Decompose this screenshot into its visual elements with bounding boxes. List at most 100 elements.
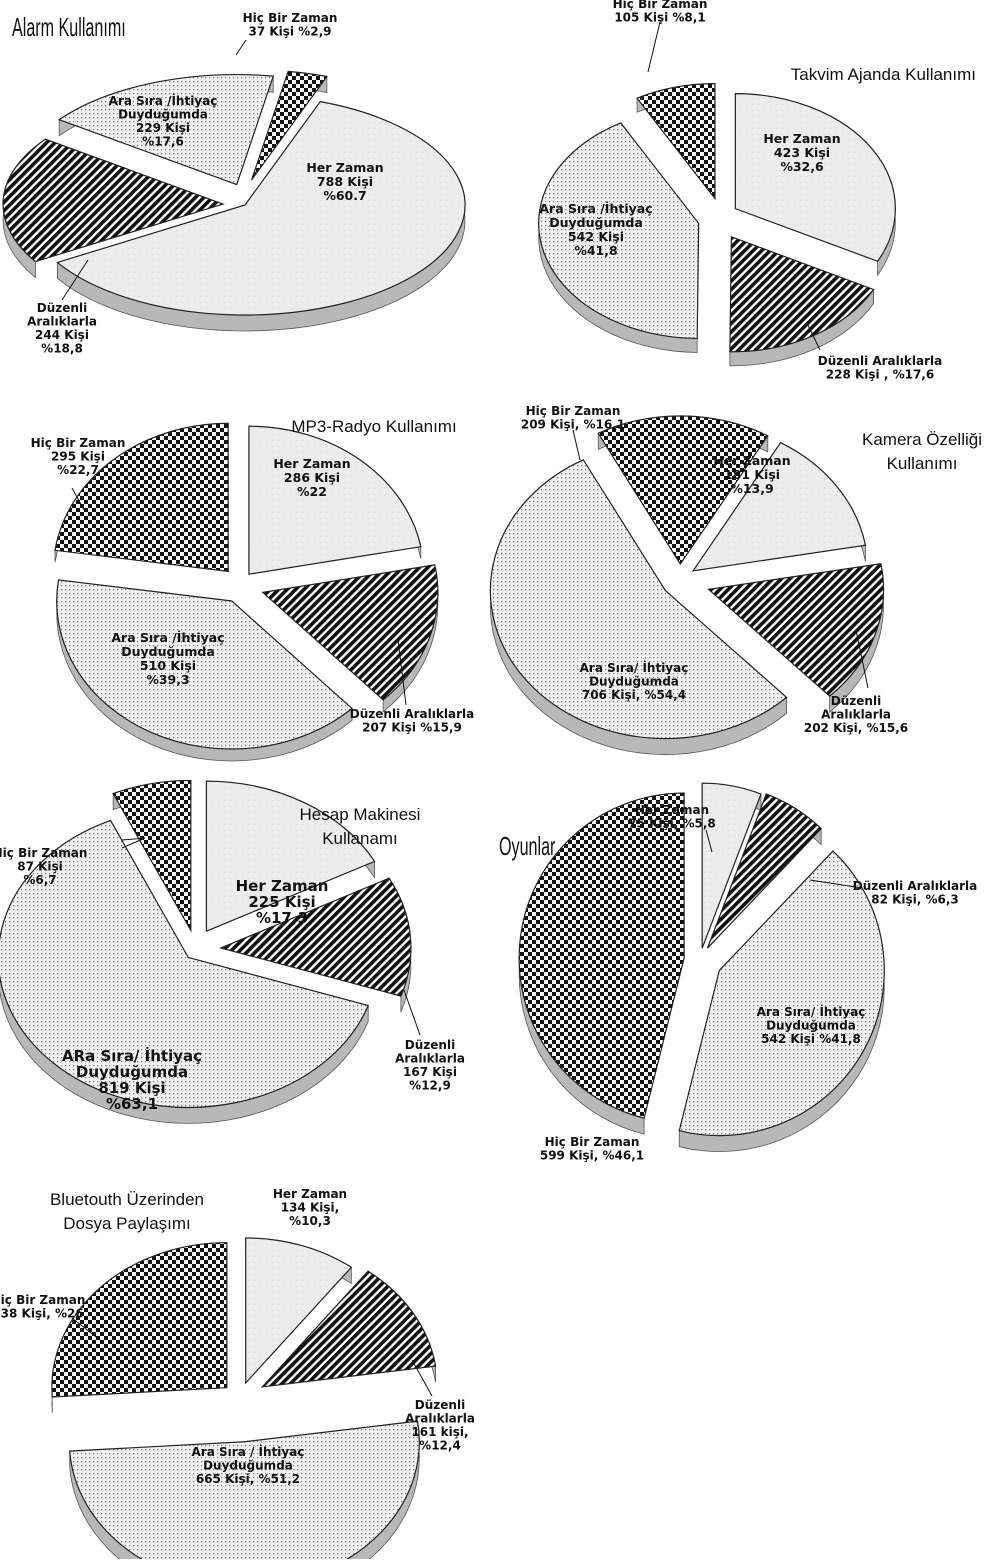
label-line: Duyduğumda [589, 675, 679, 689]
label-line: 244 Kişi [35, 328, 89, 342]
takvim-ajanda-kullanimi-label-duzenli-araliklarla: Düzenli Aralıklarla 228 Kişi , %17,6 [818, 354, 942, 382]
oyunlar-slice-her-zaman [701, 782, 762, 949]
label-line: Hiç Bir Zaman [545, 1135, 640, 1149]
label-line: 295 Kişi [51, 450, 105, 464]
oyunlar-label-ara-sira-ihtiyac-duydugumda: Ara Sıra/ İhtiyaç Duyduğumda 542 Kişi %41,… [757, 1004, 866, 1046]
bluetouth-uzerinden-dosya-paylasimi-leader-line-duzenli-araliklarla [411, 1359, 433, 1397]
label-line: %22 [297, 484, 327, 499]
label-line: Aralıklarla [395, 1052, 465, 1066]
title-line: Kullanımı [887, 454, 958, 473]
takvim-ajanda-kullanimi-label-hic-bir-zaman: Hiç Bir Zaman 105 Kişi %8,1 [613, 0, 708, 25]
label-line: Her Zaman [713, 453, 790, 468]
kamera-ozelligi-kullanimi-label-hic-bir-zaman: Hiç Bir Zaman 209 Kişi, %16,1 [521, 404, 625, 432]
label-line: Duyduğumda [203, 1459, 293, 1473]
label-line: 207 Kişi %15,9 [362, 721, 462, 735]
label-line: Ara Sıra /İhtiyaç [539, 201, 652, 216]
bluetouth-uzerinden-dosya-paylasimi-slice-her-zaman [245, 1237, 353, 1385]
label-line: 338 Kişi, %26 [0, 1307, 84, 1321]
label-line: Düzenli Aralıklarla [853, 879, 977, 893]
label-line: %41,8 [574, 243, 617, 258]
takvim-ajanda-kullanimi-slice-her-zaman [734, 93, 896, 262]
takvim-ajanda-kullanimi-leader-line-hic-bir-zaman [647, 21, 661, 73]
label-line: Ara Sıra/ İhtiyaç [757, 1004, 866, 1019]
hesap-makinesi-kullanami-label-ara-sira-ihtiyac-duydugumda: ARa Sıra/ İhtiyaç Duyduğumda 819 Kişi %63,1 [62, 1046, 202, 1113]
mp3-radyo-kullanimi-leader-line-duzenli-araliklarla [397, 639, 407, 706]
bluetouth-uzerinden-dosya-paylasimi-pie-chart: Her Zaman 134 Kişi, %10,3 Düzenli Aralıklarl… [0, 1187, 475, 1564]
bluetouth-uzerinden-dosya-paylasimi-label-ara-sira-ihtiyac-duydugumda: Ara Sıra / İhtiyaç Duyduğumda 665 Kişi, %5… [192, 1444, 305, 1486]
label-line: 82 Kişi, %6,3 [871, 893, 959, 907]
mp3-radyo-kullanimi-slice-her-zaman [248, 425, 422, 575]
alarm-kullanimi-slice-duzenli-araliklarla [2, 138, 225, 263]
label-line: ARa Sıra/ İhtiyaç [62, 1046, 202, 1065]
label-line: Düzenli [415, 1398, 465, 1412]
alarm-kullanimi-leader-line-duzenli-araliklarla [61, 259, 89, 301]
label-line: Hiç Bir Zaman [0, 846, 87, 860]
alarm-kullanimi-label-hic-bir-zaman: Hiç Bir Zaman 37 Kişi %2,9 [243, 11, 338, 39]
label-line: Her Zaman [306, 160, 383, 175]
label-line: 105 Kişi %8,1 [614, 11, 705, 25]
mp3-radyo-kullanimi-label-hic-bir-zaman: Hiç Bir Zaman 295 Kişi %22,7 [31, 436, 126, 477]
label-line: 788 Kişi [317, 174, 373, 189]
takvim-ajanda-kullanimi-slice-hic-bir-zaman [636, 83, 716, 201]
label-line: 228 Kişi , %17,6 [826, 368, 934, 382]
label-line: %63,1 [106, 1095, 158, 1113]
mp3-radyo-kullanimi-title: MP3-Radyo Kullanımı [291, 417, 456, 436]
label-line: 202 Kişi, %15,6 [804, 721, 908, 735]
mp3-radyo-kullanimi-slice-ara-sira-ihtiyac-duydugumda [56, 579, 353, 750]
oyunlar-label-duzenli-araliklarla: Düzenli Aralıklarla 82 Kişi, %6,3 [853, 879, 977, 907]
title-line: Kullanamı [322, 829, 398, 848]
mp3-radyo-kullanimi-leader-line-hic-bir-zaman [71, 487, 85, 511]
kamera-ozelligi-kullanimi-slice-her-zaman [691, 441, 867, 572]
label-line: 225 Kişi [248, 893, 315, 911]
label-line: Ara Sıra/ İhtiyaç [580, 660, 689, 675]
label-line: %60.7 [323, 188, 366, 203]
hesap-makinesi-kullanami-slice-her-zaman [205, 780, 376, 933]
hesap-makinesi-kullanami-leader-line-duzenli-araliklarla [403, 989, 421, 1036]
label-line: %12,4 [419, 1439, 461, 1453]
bluetouth-uzerinden-dosya-paylasimi-slice-ara-sira-ihtiyac-duydugumda [69, 1420, 420, 1564]
label-line: 423 Kişi [774, 145, 830, 160]
label-line: Düzenli Aralıklarla [350, 707, 474, 721]
oyunlar-label-hic-bir-zaman: Hiç Bir Zaman 599 Kişi, %46,1 [540, 1135, 644, 1163]
kamera-ozelligi-kullanimi-label-ara-sira-ihtiyac-duydugumda: Ara Sıra/ İhtiyaç Duyduğumda 706 Kişi, %54… [580, 660, 689, 702]
label-line: Ara Sıra /İhtiyaç [111, 630, 224, 645]
label-line: %39,3 [146, 672, 189, 687]
label-line: %32,6 [780, 159, 824, 174]
label-line: %17,3 [256, 909, 308, 927]
label-line: 134 Kişi, [281, 1201, 339, 1215]
label-line: Hiç Bir Zaman [613, 0, 708, 11]
label-line: Duyduğumda [76, 1063, 188, 1081]
hesap-makinesi-kullanami-label-her-zaman: Her Zaman 225 Kişi %17,3 [236, 877, 329, 927]
label-line: Aralıklarla [405, 1412, 475, 1426]
oyunlar-slice-ara-sira-ihtiyac-duydugumda [678, 850, 885, 1137]
mp3-radyo-kullanimi-label-her-zaman: Her Zaman 286 Kişi %22 [273, 456, 350, 499]
label-line: %22,7 [57, 463, 99, 477]
alarm-kullanimi-label-her-zaman: Her Zaman 788 Kişi %60.7 [306, 160, 383, 203]
label-line: Düzenli Aralıklarla [818, 354, 942, 368]
hesap-makinesi-kullanami-pie-chart: Her Zaman 225 Kişi %17,3 Düzenli Aralıklarla… [0, 779, 465, 1124]
takvim-ajanda-kullanimi-slice-duzenli-araliklarla [729, 235, 875, 353]
label-line: Hiç Bir Zaman [243, 11, 338, 25]
title-line: Kamera Özelliği [862, 430, 982, 449]
kamera-ozelligi-kullanimi-leader-line-hic-bir-zaman [572, 429, 581, 461]
label-line: 167 Kişi [403, 1065, 457, 1079]
label-line: Düzenli [831, 694, 881, 708]
label-line: Her Zaman [763, 131, 840, 146]
label-line: 819 Kişi [98, 1079, 165, 1097]
label-line: Her Zaman [273, 1187, 347, 1201]
label-line: Duyduğumda [766, 1019, 856, 1033]
mp3-radyo-kullanimi-slice-hic-bir-zaman [54, 422, 229, 573]
label-line: 599 Kişi, %46,1 [540, 1149, 644, 1163]
hesap-makinesi-kullanami-slice-ara-sira-ihtiyac-duydugumda [0, 819, 370, 1108]
label-line: Aralıklarla [821, 708, 891, 722]
label-line: Hiç Bir Zaman [526, 404, 621, 418]
title-line: Dosya Paylaşımı [63, 1214, 191, 1233]
hesap-makinesi-kullanami-label-hic-bir-zaman: Hiç Bir Zaman 87 Kişi %6,7 [0, 846, 87, 887]
kamera-ozelligi-kullanimi-pie-chart: Her Zaman 181 Kişi %13,9 Düzenli Aralıklarla… [489, 404, 982, 755]
label-line: %12,9 [409, 1079, 451, 1093]
takvim-ajanda-kullanimi-label-ara-sira-ihtiyac-duydugumda: Ara Sıra /İhtiyaç Duyduğumda 542 Kişi %41,8 [539, 201, 652, 258]
bluetouth-uzerinden-dosya-paylasimi-leader-line-hic-bir-zaman [71, 1317, 101, 1341]
label-line: Hiç Bir Zaman [0, 1293, 85, 1307]
